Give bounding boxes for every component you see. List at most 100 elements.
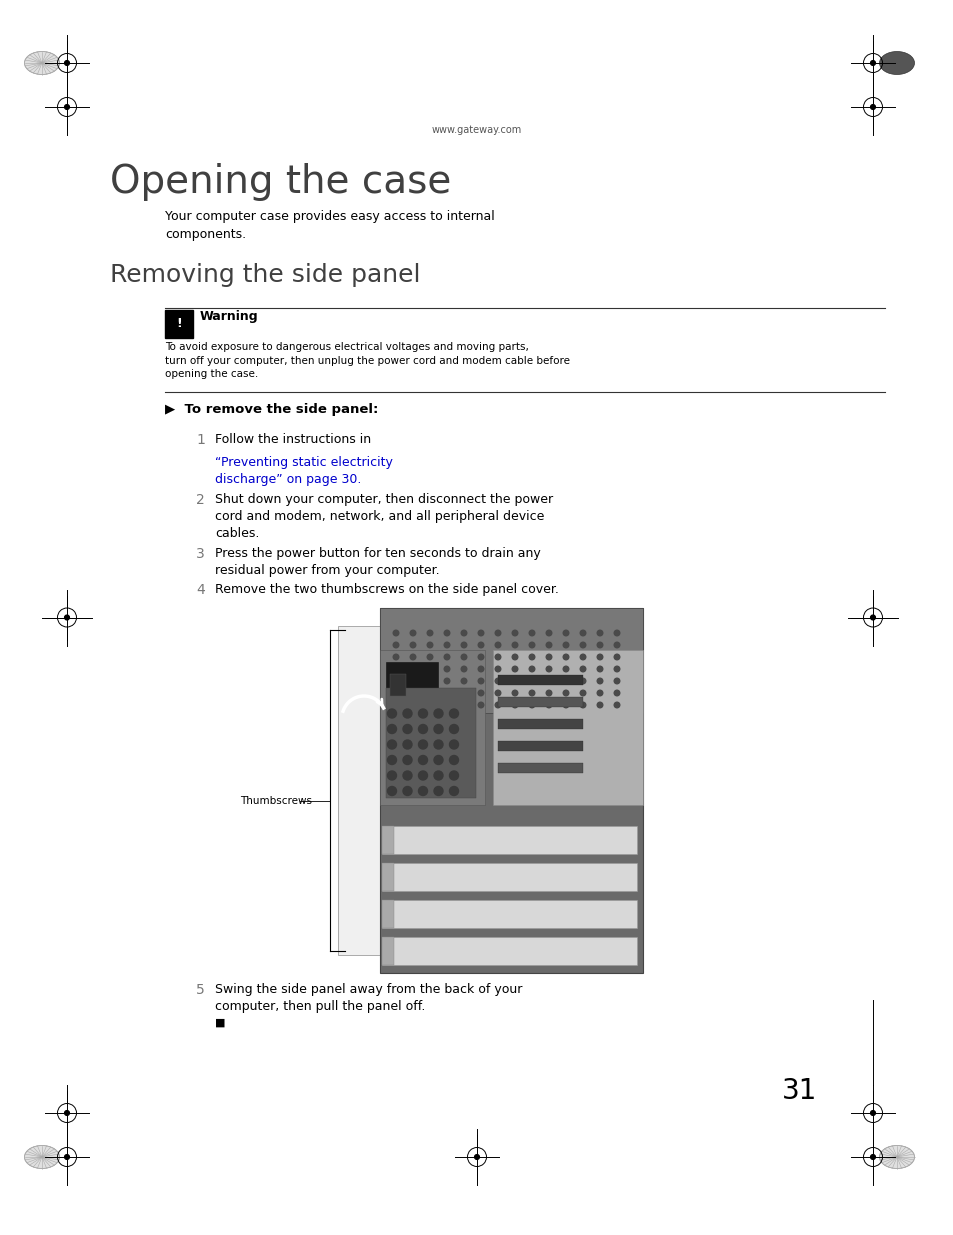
Text: 1: 1 bbox=[196, 433, 205, 447]
Text: 5: 5 bbox=[196, 983, 205, 997]
Circle shape bbox=[870, 1155, 875, 1160]
Circle shape bbox=[614, 655, 619, 659]
Circle shape bbox=[460, 678, 466, 684]
Circle shape bbox=[460, 666, 466, 672]
Circle shape bbox=[444, 630, 449, 636]
Circle shape bbox=[614, 642, 619, 648]
Circle shape bbox=[402, 771, 412, 781]
Circle shape bbox=[427, 678, 433, 684]
Text: 2: 2 bbox=[196, 493, 205, 508]
Text: www.gateway.com: www.gateway.com bbox=[432, 125, 521, 135]
Circle shape bbox=[477, 678, 483, 684]
Bar bbox=[381, 937, 637, 965]
Circle shape bbox=[512, 630, 517, 636]
Circle shape bbox=[387, 787, 396, 795]
Bar bbox=[381, 826, 394, 853]
Circle shape bbox=[393, 678, 398, 684]
Text: Press the power button for ten seconds to drain any
residual power from your com: Press the power button for ten seconds t… bbox=[214, 547, 540, 577]
Circle shape bbox=[597, 703, 602, 708]
Circle shape bbox=[614, 690, 619, 695]
Circle shape bbox=[418, 771, 427, 781]
Bar bbox=[497, 719, 582, 729]
Circle shape bbox=[546, 678, 551, 684]
Circle shape bbox=[614, 678, 619, 684]
Circle shape bbox=[65, 615, 70, 620]
Circle shape bbox=[410, 630, 416, 636]
Circle shape bbox=[418, 709, 427, 718]
Circle shape bbox=[579, 678, 585, 684]
Circle shape bbox=[427, 630, 433, 636]
Circle shape bbox=[579, 630, 585, 636]
Circle shape bbox=[449, 740, 458, 748]
Bar bbox=[497, 676, 582, 685]
Circle shape bbox=[402, 756, 412, 764]
Ellipse shape bbox=[879, 1146, 914, 1168]
Bar bbox=[493, 650, 642, 805]
Circle shape bbox=[444, 655, 449, 659]
Circle shape bbox=[495, 630, 500, 636]
Bar bbox=[497, 697, 582, 706]
Circle shape bbox=[427, 666, 433, 672]
Circle shape bbox=[418, 787, 427, 795]
Circle shape bbox=[434, 740, 442, 748]
Circle shape bbox=[475, 1155, 478, 1160]
Ellipse shape bbox=[25, 52, 59, 74]
Text: 4: 4 bbox=[196, 583, 205, 597]
Ellipse shape bbox=[25, 1146, 59, 1168]
Circle shape bbox=[387, 740, 396, 748]
Circle shape bbox=[418, 725, 427, 734]
Circle shape bbox=[393, 666, 398, 672]
Circle shape bbox=[546, 690, 551, 695]
Circle shape bbox=[529, 666, 535, 672]
Circle shape bbox=[477, 703, 483, 708]
Circle shape bbox=[460, 703, 466, 708]
Circle shape bbox=[410, 666, 416, 672]
Circle shape bbox=[529, 690, 535, 695]
Circle shape bbox=[434, 787, 442, 795]
Circle shape bbox=[579, 690, 585, 695]
Circle shape bbox=[870, 615, 875, 620]
Circle shape bbox=[393, 630, 398, 636]
Circle shape bbox=[562, 630, 568, 636]
Bar bbox=[386, 688, 476, 798]
Circle shape bbox=[410, 690, 416, 695]
Circle shape bbox=[529, 678, 535, 684]
Circle shape bbox=[387, 756, 396, 764]
Circle shape bbox=[495, 678, 500, 684]
Circle shape bbox=[427, 690, 433, 695]
Circle shape bbox=[529, 630, 535, 636]
Circle shape bbox=[449, 725, 458, 734]
Circle shape bbox=[402, 740, 412, 748]
Circle shape bbox=[579, 666, 585, 672]
Bar bbox=[381, 900, 394, 927]
Circle shape bbox=[614, 666, 619, 672]
Circle shape bbox=[597, 630, 602, 636]
Circle shape bbox=[387, 725, 396, 734]
Circle shape bbox=[562, 642, 568, 648]
Text: 3: 3 bbox=[196, 547, 205, 561]
Circle shape bbox=[870, 1110, 875, 1115]
Circle shape bbox=[393, 642, 398, 648]
Text: Thumbscrews: Thumbscrews bbox=[240, 795, 312, 805]
Bar bbox=[379, 650, 484, 805]
Circle shape bbox=[402, 725, 412, 734]
Text: Warning: Warning bbox=[200, 310, 258, 324]
Circle shape bbox=[512, 690, 517, 695]
Circle shape bbox=[870, 105, 875, 110]
Circle shape bbox=[418, 756, 427, 764]
Circle shape bbox=[434, 756, 442, 764]
Circle shape bbox=[410, 678, 416, 684]
Text: Remove the two thumbscrews on the side panel cover.: Remove the two thumbscrews on the side p… bbox=[214, 583, 558, 597]
Circle shape bbox=[393, 690, 398, 695]
Circle shape bbox=[597, 655, 602, 659]
Circle shape bbox=[477, 666, 483, 672]
Circle shape bbox=[512, 678, 517, 684]
Circle shape bbox=[546, 703, 551, 708]
Bar bbox=[386, 662, 437, 700]
Text: Shut down your computer, then disconnect the power
cord and modem, network, and : Shut down your computer, then disconnect… bbox=[214, 493, 553, 540]
Circle shape bbox=[434, 771, 442, 781]
Circle shape bbox=[870, 61, 875, 65]
Circle shape bbox=[579, 642, 585, 648]
Circle shape bbox=[597, 642, 602, 648]
Circle shape bbox=[410, 703, 416, 708]
